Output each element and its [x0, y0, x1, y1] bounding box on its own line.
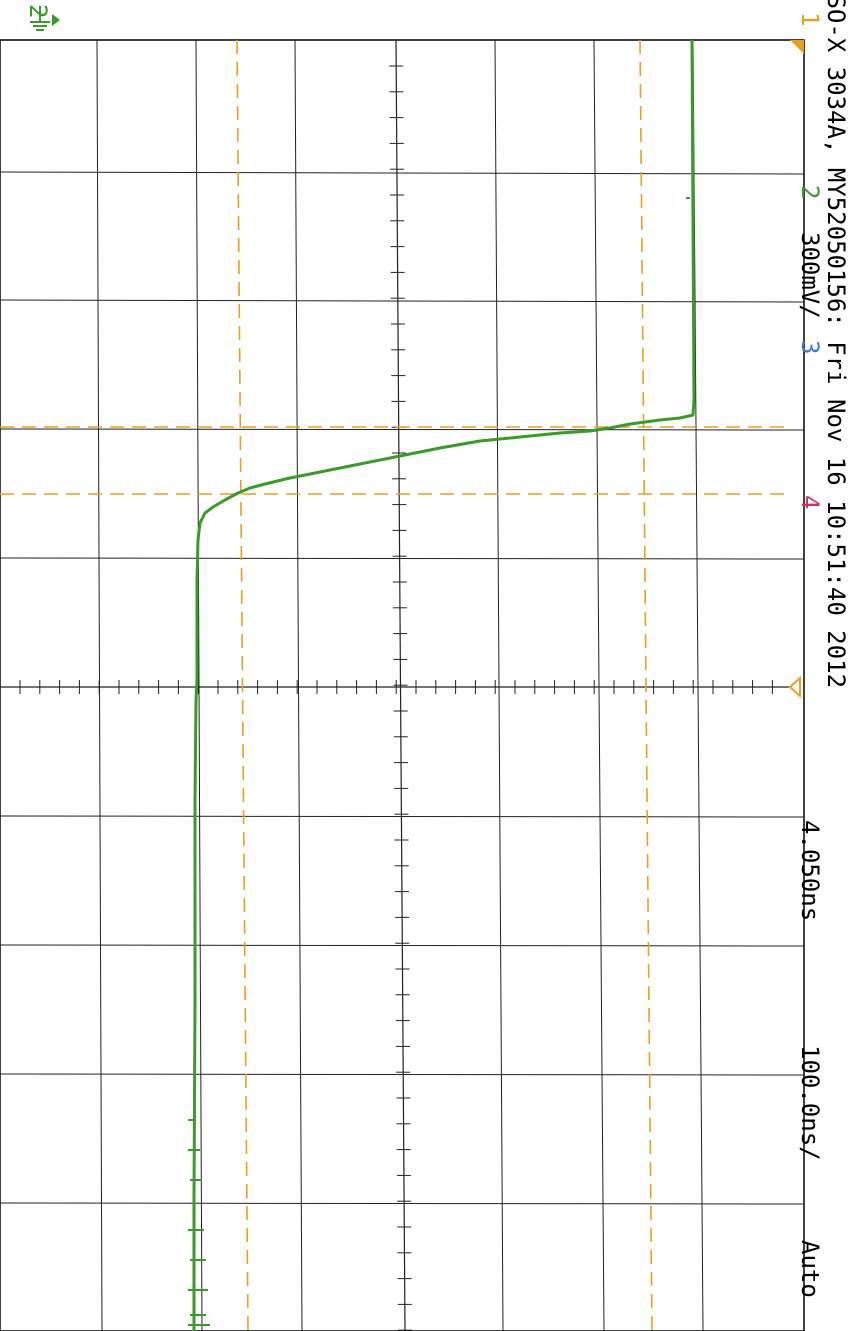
cursor-y1 — [236, 39, 249, 1331]
channel-2-waveform — [192, 39, 696, 1331]
channel-2-scale[interactable]: 300mV/ — [796, 232, 824, 319]
header-text: DSO-X 3034A, MY52050156: Fri Nov 16 10:5… — [822, 0, 849, 688]
center-axis-ticks — [19, 65, 773, 1331]
trigger-level-marker — [790, 40, 804, 54]
ground-channel-label: 2 — [24, 4, 52, 18]
graticule-horizontal-lines — [0, 171, 805, 1205]
channel-1-label[interactable]: 1 — [796, 12, 824, 26]
timebase-scale[interactable]: 100.0ns/ — [796, 1045, 824, 1161]
ground-icon — [30, 6, 60, 31]
trigger-position-marker — [788, 675, 801, 699]
status-bar: DSO-X 3034A, MY52050156: Fri Nov 16 10:5… — [796, 0, 849, 1298]
channel-2-label[interactable]: 2 — [796, 185, 824, 199]
trigger-mode[interactable]: Auto — [796, 1240, 824, 1298]
cursor-lines — [0, 39, 790, 1331]
graticule-border — [0, 39, 805, 1331]
channel-4-label[interactable]: 4 — [796, 495, 824, 509]
timebase-delay[interactable]: 4.050ns — [796, 820, 824, 921]
waveform-noise — [188, 197, 690, 1326]
cursor-y2 — [639, 39, 653, 1331]
channel-3-label[interactable]: 3 — [796, 340, 824, 354]
